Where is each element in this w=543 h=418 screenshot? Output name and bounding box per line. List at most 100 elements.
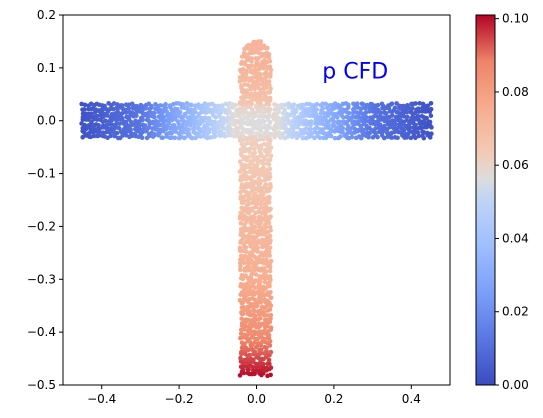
scatter-point	[340, 126, 346, 131]
scatter-point	[253, 313, 258, 319]
scatter-point	[332, 135, 338, 141]
scatter-point	[252, 173, 257, 179]
scatter-point	[266, 357, 272, 363]
scatter-point	[355, 119, 361, 125]
scatter-point	[417, 100, 422, 106]
scatter-point	[421, 130, 427, 135]
scatter-point	[267, 274, 273, 279]
scatter-point	[293, 107, 299, 113]
scatter-point	[349, 134, 355, 140]
scatter-point	[128, 131, 134, 136]
scatter-point	[237, 214, 243, 219]
y-axis-ticks: 0.2 0.1 0.0 −0.1 −0.2 −0.3 −0.4 −0.5	[27, 8, 63, 392]
scatter-point	[88, 123, 93, 129]
scatter-point	[247, 169, 253, 174]
scatter-point	[267, 171, 272, 176]
scatter-point	[241, 304, 246, 310]
scatter-point	[200, 118, 206, 124]
scatter-point	[238, 253, 244, 259]
scatter-point	[274, 121, 279, 127]
y-tick-label: −0.3	[27, 272, 56, 286]
scatter-point	[238, 151, 244, 156]
scatter-point	[268, 214, 273, 219]
plot-annotation: p CFD	[322, 59, 388, 84]
scatter-point	[260, 361, 266, 367]
scatter-point	[238, 355, 243, 361]
scatter-point	[258, 46, 264, 51]
scatter-point	[255, 245, 261, 251]
y-tick-label: 0.2	[37, 8, 56, 22]
scatter-point	[246, 317, 252, 323]
scatter-point	[252, 254, 257, 260]
scatter-point	[404, 114, 410, 120]
scatter-point	[304, 101, 309, 107]
scatter-point	[145, 114, 151, 119]
scatter-point	[261, 336, 266, 342]
scatter-point	[100, 130, 106, 135]
scatter-point	[240, 183, 246, 188]
scatter-point	[261, 309, 267, 315]
scatter-point	[252, 146, 257, 152]
scatter-point	[264, 273, 269, 279]
scatter-point	[221, 121, 226, 126]
scatter-point	[258, 151, 264, 157]
scatter-point	[233, 102, 238, 108]
scatter-point	[243, 214, 249, 220]
scatter-point	[255, 249, 260, 254]
scatter-point	[181, 118, 187, 124]
y-tick-label: −0.5	[27, 378, 56, 392]
scatter-point	[100, 106, 105, 112]
scatter-point	[261, 190, 266, 195]
scatter-point	[246, 154, 252, 160]
scatter-point	[276, 115, 281, 121]
scatter-point	[261, 266, 267, 271]
x-tick-label: −0.2	[165, 392, 194, 406]
scatter-point	[354, 101, 360, 107]
scatter-point	[181, 130, 186, 135]
scatter-point	[246, 127, 251, 133]
scatter-point	[256, 238, 262, 244]
scatter-point	[249, 91, 255, 97]
scatter-point	[242, 341, 247, 347]
scatter-point	[213, 129, 218, 135]
scatter-point	[250, 182, 256, 188]
scatter-point	[212, 133, 218, 139]
scatter-point	[401, 110, 406, 115]
scatter-point	[122, 131, 128, 137]
scatter-point	[243, 245, 249, 250]
scatter-point	[262, 174, 267, 179]
colorbar-tick-label: 0.08	[502, 85, 529, 99]
scatter-point	[274, 125, 280, 131]
scatter-point	[308, 106, 314, 112]
scatter-point	[261, 90, 267, 95]
scatter-point	[146, 125, 152, 130]
x-tick-label: 0.4	[402, 392, 421, 406]
scatter-point	[427, 119, 433, 125]
scatter-point	[264, 95, 270, 101]
scatter-point	[221, 126, 227, 131]
scatter-point	[239, 123, 244, 129]
scatter-point	[291, 130, 296, 135]
scatter-point	[241, 198, 246, 204]
scatter-point	[266, 79, 272, 84]
scatter-point	[424, 115, 429, 121]
scatter-point	[97, 126, 102, 132]
scatter-point	[255, 158, 261, 164]
colorbar-tick-label: 0.04	[502, 231, 529, 245]
scatter-point	[238, 115, 243, 120]
scatter-point	[413, 135, 418, 141]
scatter-point	[139, 115, 145, 120]
scatter-point	[255, 143, 261, 149]
scatter-point	[366, 119, 372, 124]
scatter-point	[267, 89, 273, 95]
scatter-point	[267, 64, 273, 69]
scatter-point	[425, 130, 430, 136]
scatter-point	[382, 123, 387, 129]
scatter-point	[250, 289, 256, 294]
scatter-point	[105, 122, 111, 128]
scatter-point	[221, 115, 226, 121]
scatter-point	[264, 257, 269, 263]
scatter-point	[207, 126, 212, 132]
scatter-point	[126, 105, 132, 111]
scatter-point	[383, 110, 389, 116]
